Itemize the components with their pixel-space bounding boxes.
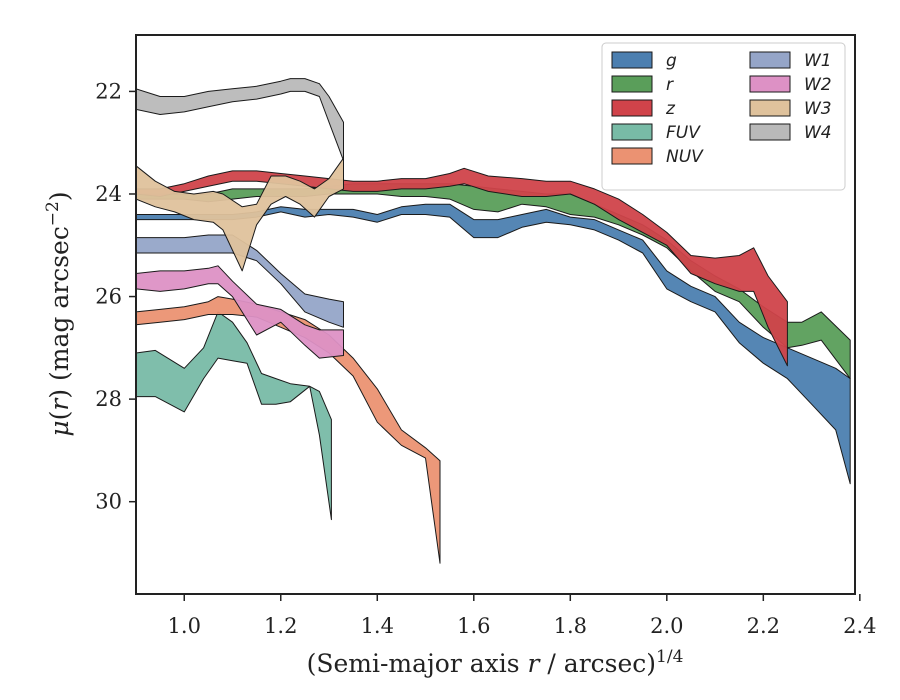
y-axis-label: μ(r) (mag arcsec−2): [43, 191, 74, 436]
y-tick-label: 28: [95, 387, 122, 411]
legend-label-z: z: [665, 99, 676, 119]
legend-swatch-w3: [749, 99, 791, 117]
x-axis-label: (Semi-major axis r / arcsec)1/4: [307, 647, 684, 678]
legend-swatch-g: [611, 51, 653, 69]
y-tick-label: 26: [95, 285, 122, 309]
legend-swatch-z: [611, 99, 653, 117]
plot-frame: [135, 34, 856, 595]
x-tick-label: 1.6: [457, 614, 490, 638]
x-tick-label: 1.4: [361, 614, 394, 638]
y-tick-label: 22: [95, 79, 122, 103]
legend-swatch-w2: [749, 75, 791, 93]
series-band-nuv: [136, 296, 441, 564]
legend-label-w4: W4: [804, 123, 832, 143]
x-tick-label: 1.0: [168, 614, 201, 638]
x-tick-label: 2.2: [747, 614, 780, 638]
x-tick-label: 1.2: [264, 614, 297, 638]
legend-label-r: r: [666, 75, 674, 95]
series-band-g: [136, 203, 851, 485]
series-band-w3: [136, 157, 344, 272]
legend-label-g: g: [666, 51, 677, 71]
x-tick-label: 2.4: [843, 614, 876, 638]
legend: grz FUV NUV W1 W2 W3 W4: [601, 42, 846, 191]
legend-swatch-nuv: [611, 147, 653, 165]
series-bands: [136, 78, 851, 564]
legend-swatch-w4: [749, 123, 791, 141]
x-tick-label: 1.8: [554, 614, 587, 638]
legend-label-w2: W2: [804, 75, 832, 95]
legend-label-nuv: NUV: [666, 147, 704, 167]
y-tick-label: 30: [95, 490, 122, 514]
legend-label-fuv: FUV: [666, 123, 701, 143]
series-band-w2: [136, 265, 344, 359]
x-tick-label: 2.0: [650, 614, 683, 638]
series-band-w4: [136, 78, 344, 162]
legend-swatch-r: [611, 75, 653, 93]
y-axis: 22 24 26 28 30: [95, 79, 136, 514]
legend-label-w3: W3: [804, 99, 832, 119]
series-band-z: [136, 167, 788, 367]
legend-swatch-fuv: [611, 123, 653, 141]
y-tick-label: 24: [95, 182, 122, 206]
x-axis: 1.0 1.2 1.4 1.6 1.8 2.0 2.2 2.4: [168, 594, 877, 638]
legend-swatch-w1: [749, 51, 791, 69]
legend-label-w1: W1: [804, 51, 832, 71]
series-band-fuv: [136, 311, 332, 521]
